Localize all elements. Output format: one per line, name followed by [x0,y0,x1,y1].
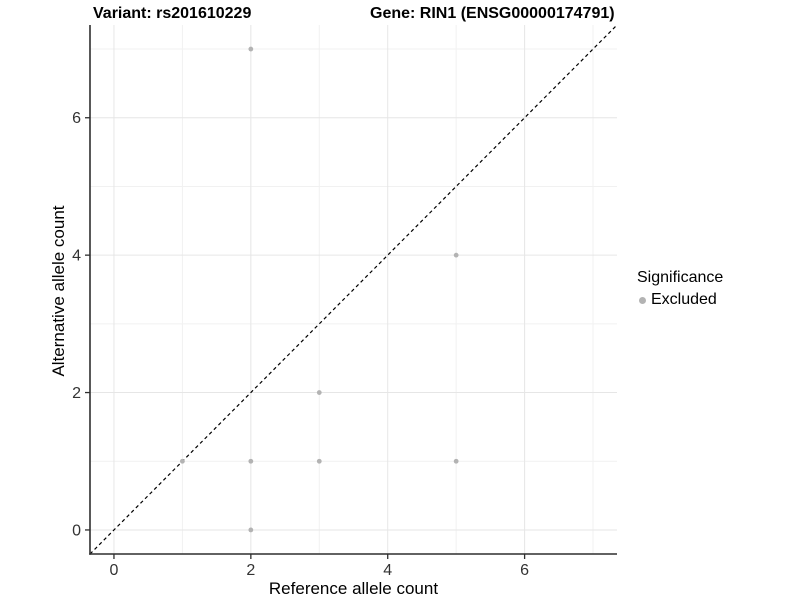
identity-reference-line [89,24,618,555]
x-tick-label: 6 [520,562,529,579]
x-tick-label: 0 [110,562,119,579]
x-tick-label: 2 [246,562,255,579]
data-point [453,252,459,258]
data-point [316,458,322,464]
data-point [248,527,254,533]
data-point [316,390,322,395]
legend-title: Significance [637,269,724,286]
data-point [248,458,254,464]
x-tick-label: 4 [383,562,392,579]
legend: Significance Excluded [637,269,723,309]
y-tick-label: 2 [72,385,81,402]
y-tick-label: 0 [72,522,81,539]
plot-title-gene: Gene: RIN1 (ENSG00000174791) [370,5,615,22]
y-tick-label: 6 [72,110,81,127]
legend-key-dot-icon [639,296,646,304]
data-point [248,46,254,52]
y-axis-title: Alternative allele count [49,205,68,377]
data-point [453,458,459,464]
data-point [179,458,185,464]
legend-item-label: Excluded [651,291,717,308]
y-tick-label: 4 [72,248,81,265]
legend-item-excluded: Excluded [637,291,723,309]
plot-title-variant: Variant: rs201610229 [93,5,252,22]
x-axis-title: Reference allele count [268,579,439,598]
